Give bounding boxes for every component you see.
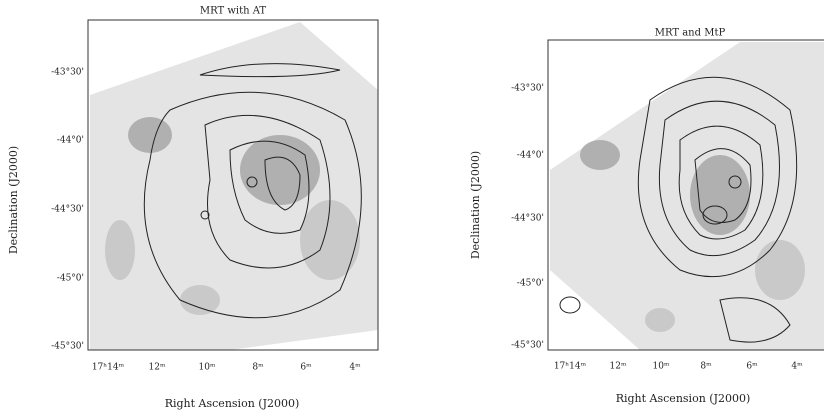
map-feature [690, 155, 750, 235]
y-tick-label: -45°0' [57, 274, 84, 284]
contour [559, 296, 581, 314]
map-image [550, 42, 824, 350]
map-feature [580, 140, 620, 170]
map-feature [645, 308, 675, 332]
contour [728, 175, 742, 189]
plot-frame [87, 19, 379, 351]
y-axis-label: Declination (J2000) [7, 146, 20, 254]
contour [694, 148, 752, 223]
map-feature [180, 285, 220, 315]
contour [678, 125, 764, 240]
y-axis-label: Declination (J2000) [469, 151, 482, 259]
contour [658, 100, 780, 257]
y-tick-label: -45°30' [51, 342, 84, 352]
y-tick-label: -44°0' [57, 136, 84, 146]
x-axis-label: Right Ascension (J2000) [165, 397, 300, 410]
contour [637, 76, 798, 278]
x-tick-label: 8ᵐ [252, 363, 264, 373]
contour [204, 114, 331, 269]
x-tick-label: 10ᵐ [653, 362, 670, 372]
x-tick-label: 6ᵐ [300, 363, 312, 373]
plot-frame [547, 39, 824, 351]
panel-title: MRT and MtP [655, 28, 726, 39]
x-tick-label: 17ʰ14ᵐ [554, 362, 587, 372]
map-feature [300, 200, 360, 280]
contour [264, 156, 301, 211]
map-feature [240, 135, 320, 205]
x-tick-label: 17ʰ14ᵐ [92, 363, 125, 373]
y-tick-label: -44°30' [51, 205, 84, 215]
y-tick-label: -44°0' [517, 151, 544, 161]
y-tick-label: -45°0' [517, 279, 544, 289]
contour [719, 297, 791, 343]
map-feature [755, 240, 805, 300]
contour [246, 176, 258, 188]
x-tick-label: 6ᵐ [746, 362, 758, 372]
x-tick-label: 8ᵐ [700, 362, 712, 372]
y-tick-label: -44°30' [511, 214, 544, 224]
map-feature [128, 117, 172, 153]
map-image [90, 22, 378, 350]
panel-1: MRT with AT -43°30' -44°0' -44°30' -45°0… [7, 6, 379, 410]
y-tick-label: -43°30' [51, 68, 84, 78]
x-axis-label: Right Ascension (J2000) [616, 392, 751, 405]
contour [702, 205, 728, 225]
y-tick-label: -45°30' [511, 341, 544, 351]
x-tick-label: 4ᵐ [791, 362, 803, 372]
y-tick-label: -43°30' [511, 84, 544, 94]
contour [229, 140, 310, 234]
panel-2: MRT and MtP -43°30' -44°0' -44°30' -45°0… [469, 28, 824, 405]
x-tick-label: 4ᵐ [349, 363, 361, 373]
contour [200, 210, 210, 220]
map-feature [105, 220, 135, 280]
x-tick-label: 12ᵐ [149, 363, 166, 373]
x-tick-label: 10ᵐ [199, 363, 216, 373]
x-tick-label: 12ᵐ [610, 362, 627, 372]
panel-title: MRT with AT [200, 6, 267, 17]
contour [143, 91, 362, 319]
contour [199, 63, 341, 78]
